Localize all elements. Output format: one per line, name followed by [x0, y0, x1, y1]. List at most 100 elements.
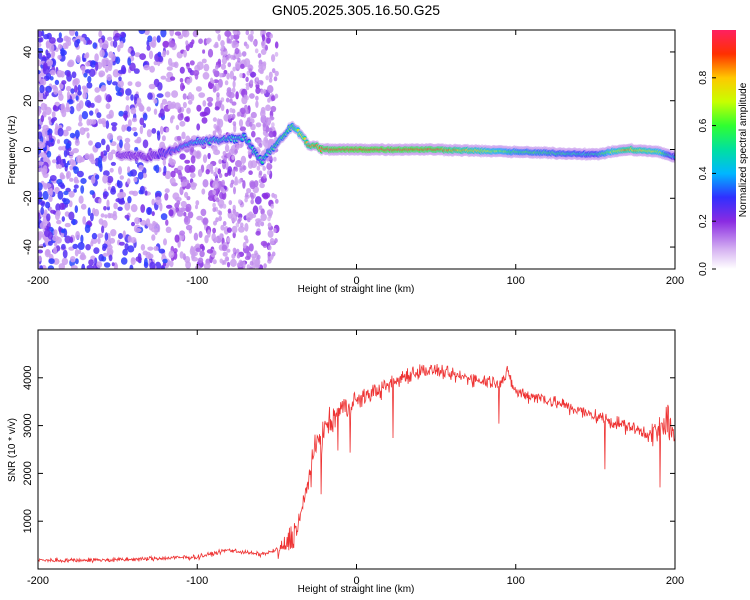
noise-blob: [47, 188, 53, 196]
noise-blob: [144, 190, 148, 196]
noise-blob: [164, 91, 171, 98]
noise-blob: [255, 100, 259, 108]
noise-blob: [180, 200, 187, 208]
noise-blob: [72, 218, 76, 226]
noise-blob: [139, 105, 145, 112]
noise-blob: [202, 100, 207, 107]
noise-blob: [56, 219, 62, 225]
noise-blob: [218, 215, 222, 221]
noise-blob: [216, 92, 220, 98]
noise-blob: [127, 47, 132, 54]
y-tick-label: 40: [22, 46, 34, 58]
noise-blob: [255, 87, 261, 94]
noise-blob: [252, 205, 259, 215]
y-tick-label: -20: [22, 190, 34, 206]
noise-blob: [171, 115, 175, 120]
noise-blob: [267, 251, 271, 257]
noise-blob: [73, 184, 79, 189]
noise-blob: [69, 177, 74, 182]
noise-blob: [70, 256, 76, 263]
noise-blob: [148, 223, 153, 231]
noise-blob: [197, 257, 204, 264]
noise-blob: [81, 85, 87, 90]
noise-blob: [48, 133, 53, 141]
noise-blob: [85, 61, 91, 67]
noise-blob: [94, 174, 100, 180]
noise-blob: [98, 218, 104, 225]
noise-blob: [126, 178, 131, 185]
noise-blob: [65, 102, 70, 111]
noise-blob: [40, 201, 45, 207]
noise-blob: [170, 76, 176, 81]
noise-blob: [228, 38, 232, 44]
noise-blob: [101, 43, 109, 49]
noise-blob: [224, 172, 229, 177]
noise-blob: [239, 261, 244, 266]
noise-blob: [213, 171, 217, 177]
noise-blob: [110, 161, 116, 166]
noise-blob: [196, 104, 202, 112]
noise-blob: [228, 91, 235, 99]
noise-blob: [220, 45, 225, 51]
noise-blob: [62, 249, 68, 259]
noise-blob: [54, 101, 60, 106]
noise-blob: [98, 254, 105, 262]
noise-blob: [89, 68, 96, 78]
noise-blob: [223, 226, 229, 235]
noise-blob: [107, 62, 113, 72]
noise-blob: [74, 248, 79, 257]
noise-blob: [74, 129, 80, 139]
noise-blob: [220, 104, 225, 112]
noise-blob: [105, 244, 113, 251]
noise-blob: [267, 229, 274, 238]
noise-blob: [250, 111, 257, 119]
noise-blob: [134, 217, 141, 225]
noise-blob: [235, 211, 239, 217]
noise-blob: [119, 139, 123, 148]
noise-blob: [255, 218, 262, 223]
noise-blob: [249, 71, 257, 78]
noise-blob: [62, 158, 66, 164]
noise-blob: [93, 247, 100, 255]
noise-blob: [224, 256, 229, 262]
noise-blob: [74, 205, 79, 214]
chart-title: GN05.2025.305.16.50.G25: [272, 2, 440, 18]
noise-blob: [232, 121, 237, 127]
noise-blob: [248, 64, 253, 70]
noise-blob: [212, 202, 216, 208]
noise-blob: [146, 207, 153, 215]
y-tick-label: 4000: [22, 366, 34, 390]
noise-blob: [38, 161, 44, 166]
noise-blob: [63, 198, 70, 205]
noise-blob: [98, 30, 103, 38]
noise-blob: [72, 166, 78, 171]
noise-blob: [168, 40, 176, 48]
noise-blob: [180, 82, 185, 92]
noise-blob: [274, 70, 279, 77]
x-tick-label: 0: [353, 275, 359, 287]
noise-blob: [237, 218, 241, 224]
noise-blob: [64, 222, 71, 228]
noise-blob: [191, 181, 195, 186]
noise-blob: [66, 171, 70, 180]
spectrogram-heatmap: [38, 30, 675, 269]
noise-blob: [98, 118, 102, 125]
noise-blob: [245, 192, 249, 198]
noise-blob: [212, 227, 217, 234]
noise-blob: [237, 57, 241, 63]
noise-blob: [242, 165, 247, 171]
noise-blob: [91, 232, 98, 240]
noise-blob: [199, 111, 207, 117]
noise-blob: [105, 94, 112, 103]
noise-blob: [99, 49, 105, 58]
noise-blob: [40, 102, 47, 111]
noise-blob: [147, 92, 153, 100]
noise-blob: [212, 68, 217, 74]
noise-blob: [260, 213, 267, 222]
noise-blob: [51, 159, 57, 164]
noise-blob: [142, 112, 148, 121]
noise-blob: [215, 64, 219, 70]
noise-blob: [222, 221, 227, 226]
noise-blob: [53, 86, 59, 95]
noise-blob: [196, 123, 201, 131]
